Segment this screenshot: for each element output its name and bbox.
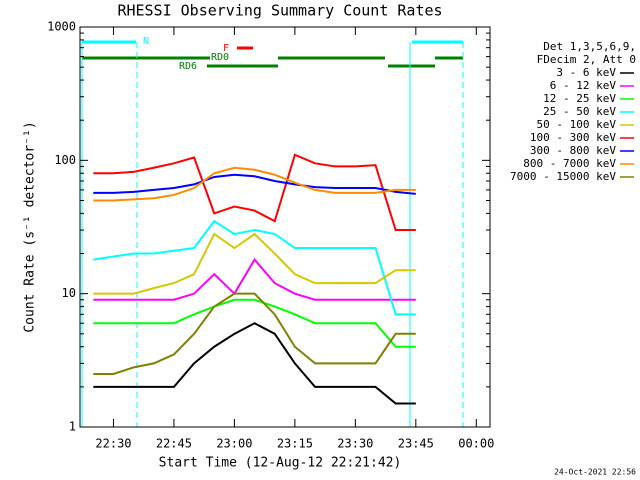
x-tick-label: 23:30 (337, 437, 373, 451)
legend-label: 12 - 25 keV (543, 92, 616, 105)
legend-title: Det 1,3,5,6,9, (543, 40, 636, 53)
legend-title: FDecim 2, Att 0 (537, 53, 636, 66)
y-tick-label: 100 (54, 153, 76, 167)
series-line (93, 322, 416, 405)
y-axis-label: Count Rate (s⁻¹ detector⁻¹) (23, 121, 38, 332)
legend-label: 7000 - 15000 keV (510, 170, 616, 183)
legend-label: 6 - 12 keV (550, 79, 617, 92)
flag-label: RD6 (179, 61, 197, 72)
x-tick-label: 23:15 (277, 437, 313, 451)
y-tick-label: 10 (62, 286, 76, 300)
series-line (93, 153, 416, 232)
x-tick-label: 22:30 (95, 437, 131, 451)
y-tick-label: 1000 (47, 20, 76, 34)
plot-frame (79, 26, 491, 428)
y-tick-label: 1 (69, 420, 76, 434)
x-tick-label: 23:45 (398, 437, 434, 451)
legend-label: 50 - 100 keV (537, 118, 617, 131)
x-axis-label: Start Time (12-Aug-12 22:21:42) (159, 456, 402, 471)
legend-label: 800 - 7000 keV (523, 157, 616, 170)
series-line (93, 292, 416, 375)
flag-label: F (223, 43, 229, 54)
date-stamp: 24-Oct-2021 22:56 (554, 468, 636, 477)
flag-label: N (143, 36, 149, 47)
x-tick-label: 22:45 (156, 437, 192, 451)
chart-title: RHESSI Observing Summary Count Rates (117, 2, 442, 20)
series-line (93, 166, 416, 202)
legend-label: 100 - 300 keV (530, 131, 616, 144)
x-tick-label: 23:00 (216, 437, 252, 451)
legend-label: 3 - 6 keV (556, 66, 616, 79)
series-line (93, 257, 416, 301)
flag-label: RD0 (211, 52, 229, 63)
series-line (93, 298, 416, 348)
series-line (93, 173, 416, 195)
flags: N F RD0 RD6 (81, 36, 464, 427)
legend-label: 300 - 800 keV (530, 144, 616, 157)
series-line (93, 232, 416, 295)
x-tick-label: 00:00 (458, 437, 494, 451)
legend-label: 25 - 50 keV (543, 105, 616, 118)
series-line (93, 219, 416, 316)
